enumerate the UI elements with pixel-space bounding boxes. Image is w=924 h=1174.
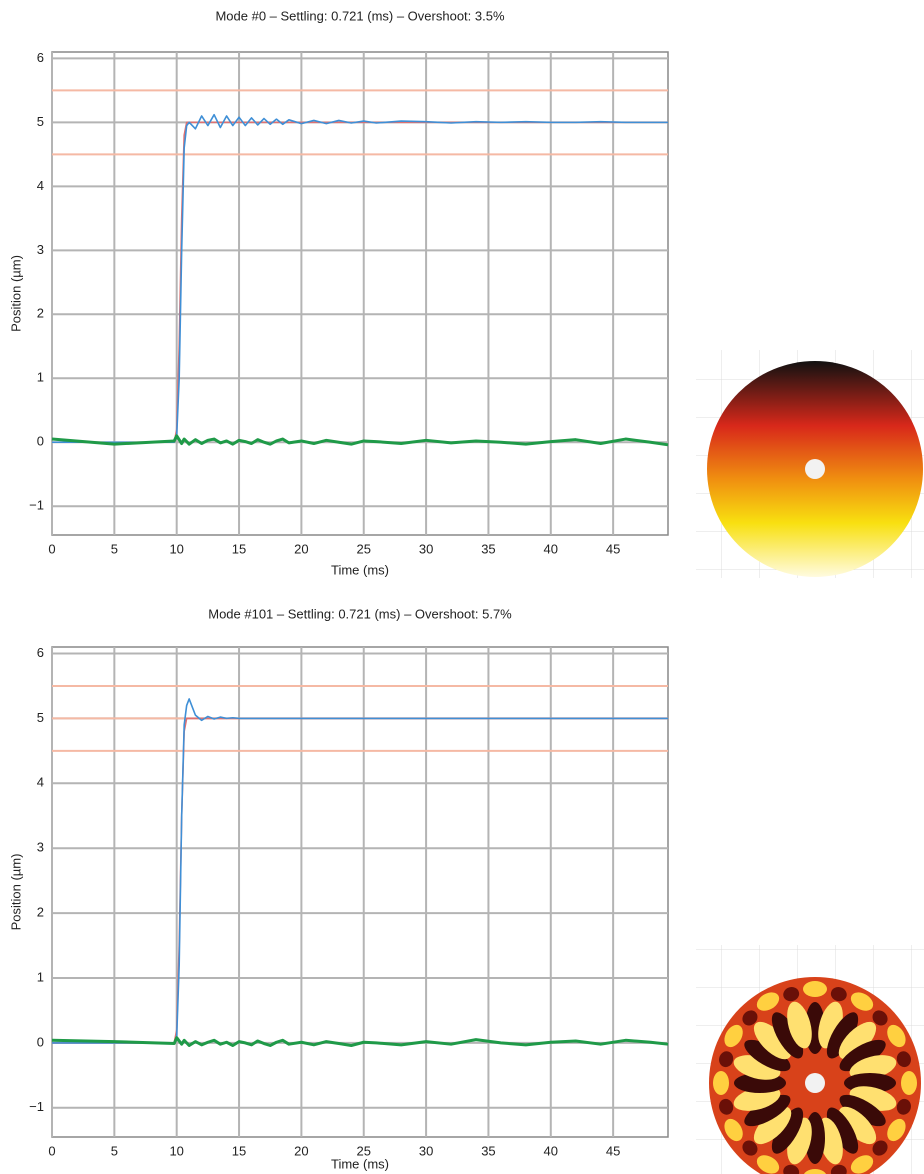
mode-rim-dark [742,1140,758,1156]
series-line [52,113,668,444]
x-tick-label: 25 [357,1143,371,1158]
x-tick-label: 0 [48,1143,55,1158]
x-tick-label: 15 [232,541,246,556]
mode-rim-dark [783,1164,800,1174]
mode-lobe-light [838,1021,877,1060]
y-axis-label: Position (µm) [8,854,23,931]
y-tick-label: −1 [29,1099,44,1114]
mode-rim-lobe [756,992,780,1011]
mode-rim-lobe [887,1024,906,1048]
chart: Mode #0 – Settling: 0.721 (ms) – Oversho… [8,8,669,577]
mode-rim-dark [872,1140,888,1156]
mode-rim-lobe [850,992,874,1011]
y-axis-label: Position (µm) [8,255,23,332]
mode-rim-lobe [756,1155,780,1174]
mode-rim-dark [896,1051,911,1068]
mode-lobe-dark [826,1012,859,1059]
mode-rim-lobe [713,1071,729,1095]
y-tick-label: 0 [37,1034,44,1049]
plot-area [51,646,669,1138]
x-tick-label: 10 [169,541,183,556]
chart-title: Mode #0 – Settling: 0.721 (ms) – Oversho… [215,8,504,23]
series-line [51,1036,669,1047]
y-tick-label: 5 [37,710,44,725]
x-tick-label: 20 [294,541,308,556]
mode-rim-lobe [887,1118,906,1142]
y-tick-label: 1 [37,969,44,984]
mode-lobe-dark [826,1107,859,1154]
y-tick-label: 4 [37,775,44,790]
y-tick-label: 6 [37,645,44,660]
mode-rim-dark [719,1098,734,1115]
x-tick-label: 45 [606,541,620,556]
x-tick-label: 45 [606,1143,620,1158]
y-tick-label: 3 [37,840,44,855]
x-tick-label: 5 [111,1143,118,1158]
mode-lobe-dark [839,1039,886,1072]
x-tick-label: 35 [481,541,495,556]
mode-rim-lobe [803,1169,827,1174]
mode-shape-hole [805,459,825,479]
mode-lobe-light [753,1106,792,1145]
mode-lobe-dark [771,1107,804,1154]
mode-lobe-light [838,1106,877,1145]
y-tick-label: 2 [37,905,44,920]
x-tick-label: 40 [544,1143,558,1158]
y-tick-label: −1 [29,498,44,513]
mode-rim-dark [830,987,847,1002]
x-tick-label: 0 [48,541,55,556]
x-tick-label: 5 [111,541,118,556]
mode-lobe-dark [839,1094,886,1127]
mode-rim-dark [872,1010,888,1026]
plot-area [51,51,669,536]
mode-rim-lobe [850,1155,874,1174]
x-axis-label: Time (ms) [331,562,389,577]
chart-title: Mode #101 – Settling: 0.721 (ms) – Overs… [208,606,512,621]
mode-lobe-light [787,1001,812,1049]
y-tick-label: 5 [37,114,44,129]
mode-lobe-dark [744,1094,791,1127]
series-line [51,434,669,447]
y-tick-label: 2 [37,306,44,321]
mode-lobe-light [753,1021,792,1060]
x-tick-label: 15 [232,1143,246,1158]
y-tick-label: 3 [37,242,44,257]
series-line [52,698,668,1044]
mode-rim-dark [742,1010,758,1026]
x-tick-label: 30 [419,541,433,556]
x-tick-label: 40 [544,541,558,556]
y-tick-label: 4 [37,178,44,193]
mode-rim-lobe [901,1071,917,1095]
x-tick-label: 20 [294,1143,308,1158]
x-tick-label: 10 [169,1143,183,1158]
x-tick-label: 25 [357,541,371,556]
x-tick-label: 35 [481,1143,495,1158]
chart: Mode #101 – Settling: 0.721 (ms) – Overs… [8,606,669,1171]
y-tick-label: 0 [37,434,44,449]
mode-rim-dark [896,1098,911,1115]
mode-shape-101 [709,977,921,1174]
mode-rim-dark [719,1051,734,1068]
x-axis-label: Time (ms) [331,1156,389,1171]
mode-rim-lobe [724,1024,743,1048]
mode-shape-hole [805,1073,825,1093]
x-tick-label: 30 [419,1143,433,1158]
mode-lobe-dark [771,1012,804,1059]
mode-lobe-dark [744,1039,791,1072]
mode-rim-lobe [724,1118,743,1142]
y-tick-label: 6 [37,50,44,65]
mode-rim-lobe [803,981,827,997]
mode-rim-dark [830,1164,847,1174]
y-tick-label: 1 [37,370,44,385]
mode-rim-dark [783,987,800,1002]
